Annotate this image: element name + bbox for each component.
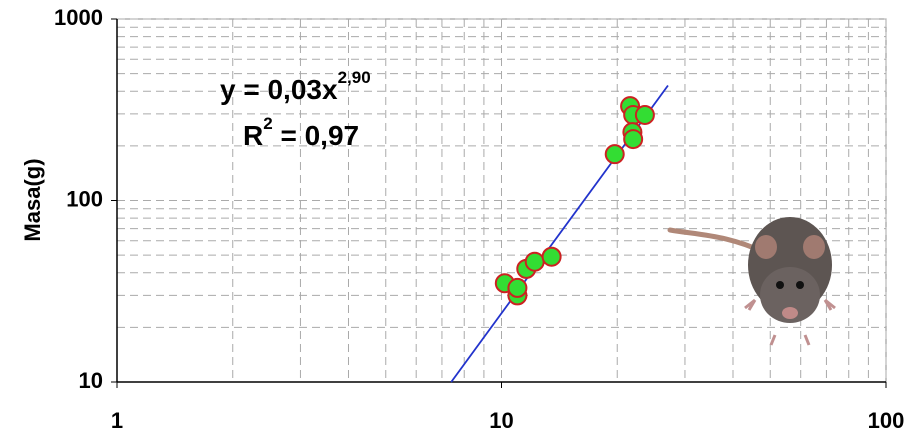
- r-text: R: [243, 120, 263, 151]
- x-tick-label: 1: [111, 408, 123, 433]
- y-tick-label: 1000: [54, 5, 103, 30]
- data-point: [623, 129, 644, 150]
- equation: y = 0,03x2,90: [220, 68, 371, 105]
- x-tick-label: 10: [489, 408, 513, 433]
- data-point: [541, 246, 562, 267]
- data-point: [604, 144, 625, 165]
- x-tick-label: 100: [868, 408, 905, 433]
- r-value: = 0,97: [273, 120, 359, 151]
- data-point: [524, 251, 545, 272]
- r-squared: R2 = 0,97: [243, 114, 359, 151]
- equation-text: y = 0,03x: [220, 74, 338, 105]
- data-point: [507, 277, 528, 298]
- data-point: [634, 104, 655, 125]
- equation-exponent: 2,90: [338, 68, 371, 87]
- y-tick-label: 10: [79, 368, 103, 393]
- y-tick-label: 100: [66, 186, 103, 211]
- rat-picture: [667, 217, 836, 346]
- y-axis-label: Masa(g): [20, 158, 45, 241]
- r-exponent: 2: [263, 114, 272, 133]
